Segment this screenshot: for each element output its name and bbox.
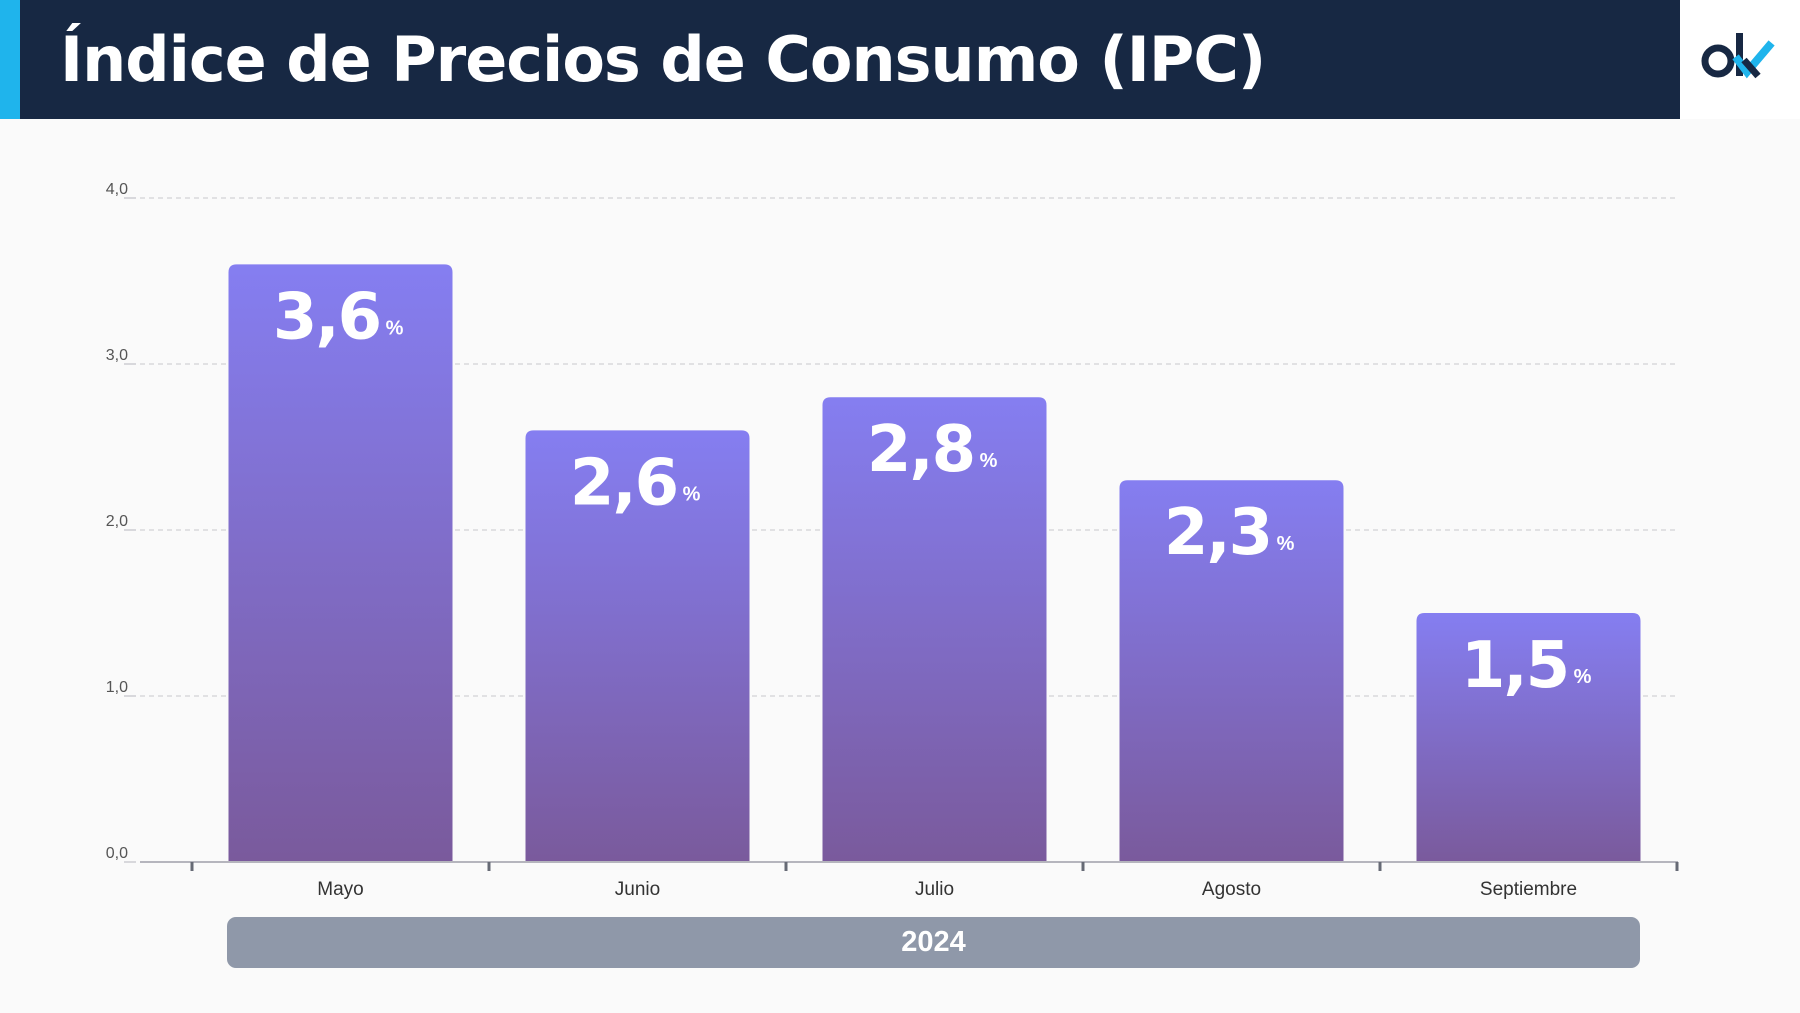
header-accent-stripe	[0, 0, 20, 119]
x-category-label: Julio	[915, 879, 954, 900]
y-tick-label: 0,0	[106, 845, 128, 862]
bar-value-label: 3,6	[273, 280, 380, 354]
header-bar	[0, 0, 1680, 119]
year-group-label: 2024	[227, 917, 1640, 968]
bar-unit-label: %	[386, 317, 404, 339]
x-category-label: Septiembre	[1480, 879, 1577, 900]
bar	[822, 397, 1047, 862]
bar-unit-label: %	[683, 483, 701, 505]
logo	[1680, 0, 1800, 119]
bar-chart: 3,6 % 2,6 % 2,8 % 2,3 % 1,5% 0,0 1,0 2,0 3,0 4,0 Mayo…	[106, 181, 1679, 900]
bar-value-label: 2,6	[570, 446, 677, 520]
bar-value-label: 2,8	[867, 413, 974, 487]
x-category-label: Junio	[615, 879, 660, 900]
y-tick-label: 3,0	[106, 347, 128, 364]
y-tick-label: 4,0	[106, 181, 128, 198]
bar-value-label: 2,3	[1164, 496, 1271, 570]
ok-logo-icon	[1701, 33, 1775, 79]
bar-unit-label: %	[980, 450, 998, 472]
y-tick-label: 1,0	[106, 679, 128, 696]
y-tick-label: 2,0	[106, 513, 128, 530]
bar	[525, 430, 750, 862]
bar	[228, 264, 453, 862]
bar	[1416, 613, 1641, 862]
bar-unit-label: %	[1574, 666, 1592, 688]
bar-value-label: 1,5	[1461, 629, 1568, 703]
x-category-label: Mayo	[317, 879, 363, 900]
bar	[1119, 480, 1344, 862]
x-category-label: Agosto	[1202, 879, 1261, 900]
bar-unit-label: %	[1277, 533, 1295, 555]
page-title: Índice de Precios de Consumo (IPC)	[60, 23, 1266, 96]
